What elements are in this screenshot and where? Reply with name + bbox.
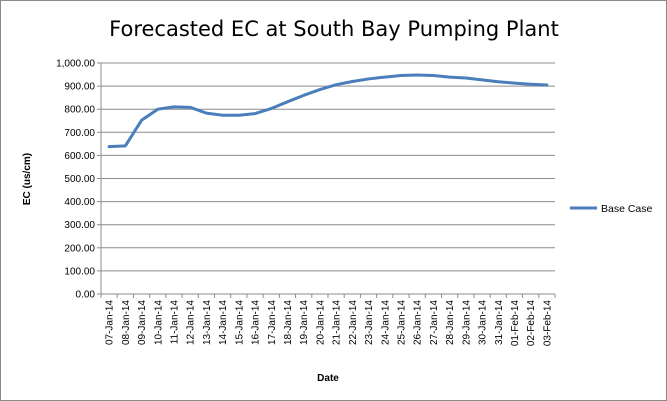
x-tick-label: 27-Jan-14	[429, 300, 440, 345]
x-tick-label: 10-Jan-14	[153, 300, 164, 345]
x-tick-label: 24-Jan-14	[380, 300, 391, 345]
y-tick-label: 500.00	[64, 174, 95, 185]
x-tick-label: 14-Jan-14	[218, 300, 229, 345]
y-tick-label: 100.00	[64, 266, 95, 277]
x-tick-label: 11-Jan-14	[169, 300, 180, 345]
x-tick-labels: 07-Jan-14 08-Jan-14 09-Jan-14 10-Jan-14 11-J…	[105, 300, 554, 347]
x-tick-label: 15-Jan-14	[234, 300, 245, 345]
x-tick-label: 23-Jan-14	[364, 300, 375, 345]
x-tick-label: 21-Jan-14	[332, 300, 343, 345]
x-tick-label: 18-Jan-14	[283, 300, 294, 345]
y-tick-label: 600.00	[64, 151, 95, 162]
x-tick-label: 30-Jan-14	[478, 300, 489, 345]
y-tick-label: 900.00	[64, 82, 95, 93]
x-tick-label: 01-Feb-14	[510, 300, 521, 347]
x-tick-label: 03-Feb-14	[542, 300, 553, 347]
x-tick-label: 08-Jan-14	[121, 300, 132, 345]
legend: Base Case	[570, 203, 653, 215]
y-tick-label: 200.00	[64, 243, 95, 254]
axes	[97, 62, 556, 298]
gridlines	[101, 62, 555, 272]
x-tick-label: 13-Jan-14	[202, 300, 213, 345]
y-tick-label: 0.00	[76, 290, 96, 301]
x-tick-label: 28-Jan-14	[445, 300, 456, 345]
y-tick-label: 1,000.00	[56, 59, 95, 70]
x-tick-label: 31-Jan-14	[494, 300, 505, 345]
y-tick-label: 700.00	[64, 128, 95, 139]
x-tick-label: 20-Jan-14	[315, 300, 326, 345]
x-tick-label: 17-Jan-14	[267, 300, 278, 345]
x-tick-label: 02-Feb-14	[526, 300, 537, 347]
chart-title: Forecasted EC at South Bay Pumping Plant	[109, 17, 559, 41]
y-axis-title: EC (us/cm)	[22, 153, 33, 205]
x-tick-label: 12-Jan-14	[186, 300, 197, 345]
y-tick-label: 400.00	[64, 197, 95, 208]
y-tick-label: 800.00	[64, 105, 95, 116]
series-line-base-case	[107, 73, 549, 149]
x-tick-label: 09-Jan-14	[137, 300, 148, 345]
x-tick-label: 22-Jan-14	[348, 300, 359, 345]
x-tick-label: 29-Jan-14	[461, 300, 472, 345]
x-tick-label: 26-Jan-14	[413, 300, 424, 345]
x-tick-label: 16-Jan-14	[251, 300, 262, 345]
x-tick-label: 25-Jan-14	[396, 300, 407, 345]
x-axis-title: Date	[317, 373, 339, 384]
series-layer	[107, 73, 549, 149]
x-tick-label: 07-Jan-14	[105, 300, 116, 345]
legend-label-base-case: Base Case	[601, 203, 653, 215]
x-tick-label: 19-Jan-14	[299, 300, 310, 345]
y-tick-label: 300.00	[64, 220, 95, 231]
y-tick-labels: 0.00 100.00 200.00 300.00 400.00 500.00 600.00…	[56, 59, 95, 301]
